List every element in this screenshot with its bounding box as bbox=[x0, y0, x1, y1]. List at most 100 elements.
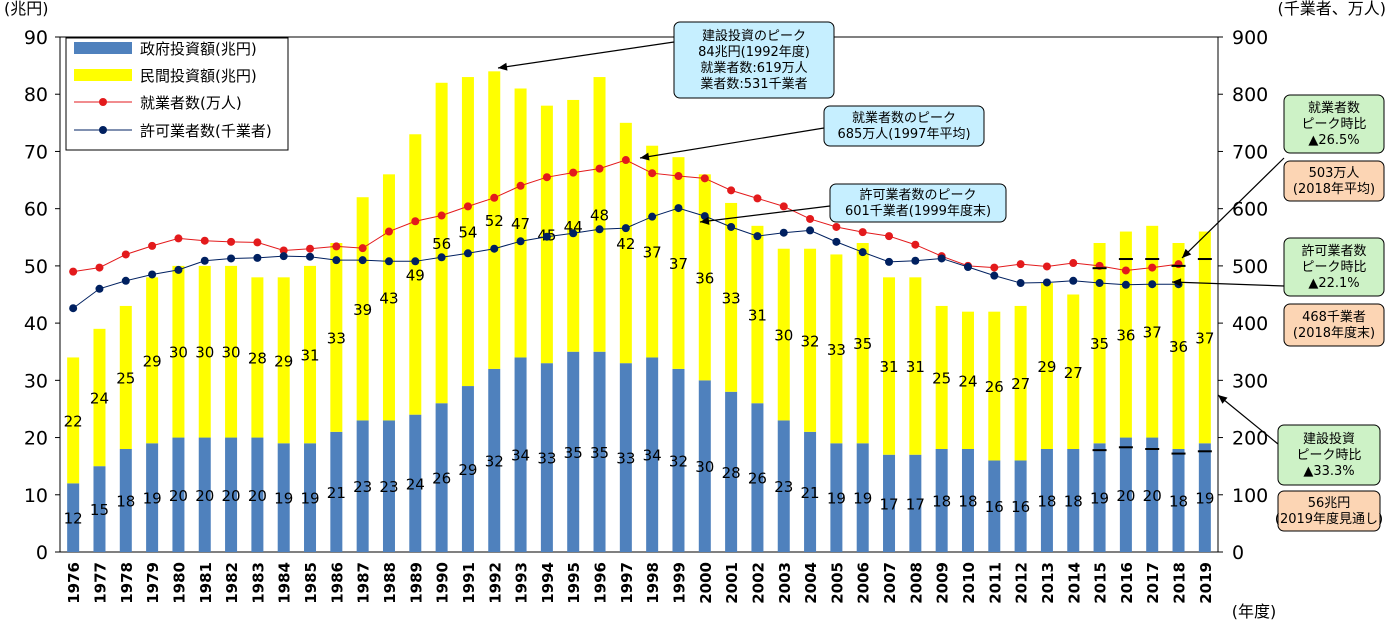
point-employees bbox=[1069, 259, 1078, 268]
bar-government bbox=[172, 437, 185, 552]
point-licensed bbox=[1148, 280, 1157, 289]
bar-government bbox=[1146, 437, 1159, 552]
x-tick-label: 2010 bbox=[960, 562, 978, 604]
point-employees bbox=[253, 238, 262, 247]
bar-government bbox=[330, 431, 343, 552]
point-employees bbox=[990, 263, 999, 272]
data-label-government: 26 bbox=[748, 470, 767, 488]
point-licensed bbox=[279, 252, 288, 261]
bar-government bbox=[804, 431, 817, 552]
annotation-text: ▲33.3% bbox=[1303, 464, 1354, 479]
data-label-government: 23 bbox=[353, 478, 372, 496]
x-tick-label: 2001 bbox=[723, 562, 741, 604]
bar-private bbox=[172, 265, 185, 438]
point-employees bbox=[1042, 262, 1051, 271]
point-employees bbox=[227, 237, 236, 246]
bar-government bbox=[698, 380, 711, 552]
bar-private bbox=[1146, 225, 1159, 438]
y-tick-left: 60 bbox=[24, 199, 48, 221]
point-employees bbox=[885, 232, 894, 241]
bar-government bbox=[382, 420, 395, 552]
bar-government bbox=[277, 443, 290, 552]
x-tick-label: 1991 bbox=[460, 562, 478, 604]
data-label-private: 37 bbox=[1143, 324, 1162, 342]
data-label-private: 42 bbox=[616, 235, 635, 253]
annotation-text: 許可業者数のピーク bbox=[859, 187, 976, 203]
data-label-private: 30 bbox=[222, 344, 241, 362]
data-label-government: 18 bbox=[1169, 493, 1188, 511]
x-tick-label: 1983 bbox=[249, 562, 267, 604]
point-employees bbox=[1148, 263, 1157, 272]
point-licensed bbox=[411, 257, 420, 266]
point-licensed bbox=[990, 271, 999, 280]
bar-private bbox=[646, 145, 659, 358]
bar-government bbox=[672, 368, 685, 552]
point-employees bbox=[200, 236, 209, 245]
bar-private bbox=[277, 277, 290, 444]
data-label-government: 12 bbox=[64, 510, 83, 528]
annotation-text: 56兆円 bbox=[1308, 496, 1351, 511]
data-label-government: 17 bbox=[906, 495, 925, 513]
annotation-text: ▲22.1% bbox=[1308, 276, 1359, 291]
data-label-private: 31 bbox=[748, 307, 767, 325]
x-tick-label: 1978 bbox=[118, 562, 136, 604]
bar-private bbox=[146, 277, 159, 444]
bar-government bbox=[830, 443, 843, 552]
y-tick-left: 20 bbox=[24, 428, 48, 450]
x-tick-label: 1996 bbox=[592, 562, 610, 604]
legend-label: 政府投資額(兆円) bbox=[140, 40, 257, 58]
arrow-licensed-ratio bbox=[1171, 281, 1285, 287]
bar-private bbox=[1172, 243, 1185, 449]
x-tick-label: 1995 bbox=[565, 562, 583, 604]
data-label-private: 24 bbox=[90, 390, 109, 408]
x-tick-label: 1993 bbox=[513, 562, 531, 604]
x-tick-label: 1988 bbox=[381, 562, 399, 604]
bar-government bbox=[1093, 443, 1106, 552]
point-licensed bbox=[95, 284, 104, 293]
bar-private bbox=[1040, 283, 1053, 449]
point-licensed bbox=[174, 265, 183, 274]
bar-government bbox=[1014, 460, 1027, 552]
data-label-government: 18 bbox=[116, 493, 135, 511]
bar-government bbox=[777, 420, 790, 552]
annotation-inv_peak bbox=[673, 21, 835, 99]
y-tick-left: 80 bbox=[24, 84, 48, 106]
bar-government bbox=[251, 437, 264, 552]
y-tick-left: 90 bbox=[24, 27, 48, 49]
data-label-government: 20 bbox=[169, 487, 188, 505]
y-tick-left: 50 bbox=[24, 256, 48, 278]
point-licensed bbox=[69, 304, 78, 313]
point-employees bbox=[542, 173, 551, 182]
data-label-private: 56 bbox=[432, 235, 451, 253]
x-tick-label: 1987 bbox=[355, 562, 373, 604]
y-tick-right: 300 bbox=[1232, 370, 1268, 392]
data-label-private: 35 bbox=[853, 335, 872, 353]
annotation-text: 業者数:531千業者 bbox=[700, 76, 807, 92]
x-tick-label: 1997 bbox=[618, 562, 636, 604]
point-licensed bbox=[516, 237, 525, 246]
annotation-inv_ratio bbox=[1277, 424, 1381, 486]
point-licensed bbox=[621, 224, 630, 233]
x-tick-label: 2006 bbox=[855, 562, 873, 604]
point-licensed bbox=[463, 249, 472, 258]
point-licensed bbox=[253, 253, 262, 262]
bar-government bbox=[304, 443, 317, 552]
annotation-text: 601千業者(1999年度末) bbox=[845, 203, 991, 219]
bar-private bbox=[382, 174, 395, 421]
point-licensed bbox=[674, 204, 683, 213]
data-label-private: 29 bbox=[1037, 358, 1056, 376]
point-employees bbox=[174, 234, 183, 243]
data-label-private: 44 bbox=[564, 218, 583, 236]
bar-private bbox=[225, 265, 238, 438]
point-licensed bbox=[1016, 279, 1025, 288]
annotation-text: 685万人(1997年平均) bbox=[837, 127, 970, 142]
bar-private bbox=[593, 77, 606, 352]
x-tick-label: 2017 bbox=[1144, 562, 1162, 604]
bar-private bbox=[935, 305, 948, 449]
x-tick-label: 1981 bbox=[197, 562, 215, 604]
bar-government bbox=[461, 386, 474, 552]
bar-government bbox=[146, 443, 159, 552]
data-label-private: 52 bbox=[485, 212, 504, 230]
point-employees bbox=[437, 211, 446, 220]
bar-private bbox=[514, 88, 527, 358]
